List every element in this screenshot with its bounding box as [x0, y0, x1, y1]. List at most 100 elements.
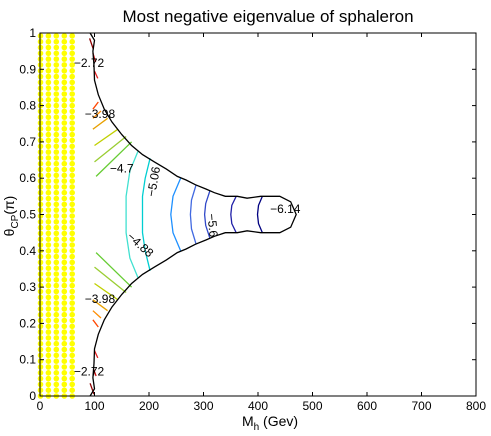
marked-point: [69, 277, 75, 283]
marked-point: [45, 248, 52, 254]
marked-point: [69, 323, 75, 330]
x-tick-label: 600: [357, 399, 377, 413]
marked-point: [45, 178, 52, 184]
marked-point: [61, 184, 68, 190]
marked-point: [61, 340, 68, 347]
marked-point: [45, 108, 52, 115]
x-tick-label: 500: [302, 399, 322, 413]
marked-point: [53, 97, 60, 103]
marked-point: [53, 184, 60, 190]
marked-point: [45, 265, 52, 272]
marked-point: [53, 219, 60, 225]
marked-point: [45, 137, 52, 144]
contour-line: [92, 299, 108, 312]
contour-line: [88, 38, 95, 50]
x-axis: 0 100 200 300 400 500 600 700 800: [37, 33, 486, 413]
contour-label: −3.98: [85, 107, 116, 121]
marked-point: [69, 108, 75, 115]
marked-point: [53, 160, 60, 167]
marked-point: [45, 79, 52, 86]
marked-point: [69, 149, 75, 155]
marked-point: [53, 288, 60, 295]
marked-point: [69, 236, 75, 242]
marked-point: [69, 137, 75, 144]
marked-point: [45, 370, 52, 376]
marked-point: [61, 149, 68, 155]
x-tick-label: 400: [248, 399, 268, 413]
marked-point: [45, 375, 52, 382]
marked-point: [69, 68, 75, 74]
marked-point: [61, 236, 68, 242]
marked-point: [61, 143, 68, 150]
marked-point: [53, 166, 60, 173]
marked-point: [69, 230, 75, 237]
marked-point: [69, 224, 75, 231]
marked-point: [69, 38, 75, 45]
marked-point: [53, 346, 60, 353]
x-axis-label-main: M: [242, 413, 254, 429]
marked-point: [69, 126, 75, 132]
contour-line: [125, 150, 139, 279]
marked-point: [69, 364, 75, 370]
y-axis-label-main: θ: [1, 228, 17, 236]
marked-point: [69, 381, 75, 388]
marked-point: [69, 207, 75, 213]
marked-point: [53, 85, 60, 91]
marked-point: [53, 172, 60, 179]
marked-point: [45, 172, 52, 179]
marked-point: [45, 131, 52, 138]
marked-point: [61, 352, 68, 359]
marked-point: [45, 294, 52, 301]
marked-point: [61, 68, 68, 74]
x-tick-label: 100: [84, 399, 104, 413]
marked-point: [61, 323, 68, 330]
marked-point: [69, 131, 75, 138]
marked-point: [45, 340, 52, 347]
marked-point: [45, 364, 52, 370]
marked-point: [45, 277, 52, 283]
marked-point: [53, 33, 60, 39]
marked-point: [61, 375, 68, 382]
marked-point: [69, 189, 75, 196]
marked-point: [53, 189, 60, 196]
marked-point: [45, 97, 52, 103]
marked-point: [45, 184, 52, 190]
marked-point: [53, 120, 60, 126]
marked-point: [61, 38, 68, 45]
y-tick-label: 0: [29, 389, 36, 403]
marked-point: [53, 242, 60, 248]
marked-point: [45, 282, 52, 289]
marked-point: [69, 213, 75, 219]
marked-point: [53, 375, 60, 382]
marked-point: [53, 44, 60, 51]
y-tick-label: 0.1: [19, 353, 36, 367]
contour-line: [256, 196, 263, 233]
marked-point: [45, 38, 52, 45]
contour-lines: [88, 38, 263, 395]
marked-point: [53, 56, 60, 62]
marked-point: [69, 282, 75, 289]
marked-point: [53, 91, 60, 97]
marked-point: [53, 364, 60, 370]
contour-line: [230, 196, 237, 233]
y-tick-label: 0.8: [19, 99, 36, 113]
marked-point: [45, 219, 52, 225]
marked-point: [61, 91, 68, 97]
x-axis-label-unit: (Gev): [259, 413, 298, 429]
marked-point: [45, 271, 52, 277]
marked-point: [53, 259, 60, 266]
y-axis-label-subscript: CP: [10, 214, 21, 228]
contour-line: [189, 185, 197, 244]
x-axis-label-subscript: h: [254, 422, 260, 433]
marked-point: [61, 172, 68, 179]
marked-point: [61, 230, 68, 237]
marked-point: [61, 248, 68, 254]
marked-point: [61, 387, 68, 394]
marked-point: [53, 213, 60, 219]
marked-point: [61, 282, 68, 289]
marked-point: [45, 317, 52, 324]
marked-point: [69, 248, 75, 254]
marked-point: [61, 56, 68, 62]
x-axis-label: Mh (Gev): [242, 413, 298, 433]
marked-point: [45, 300, 52, 306]
